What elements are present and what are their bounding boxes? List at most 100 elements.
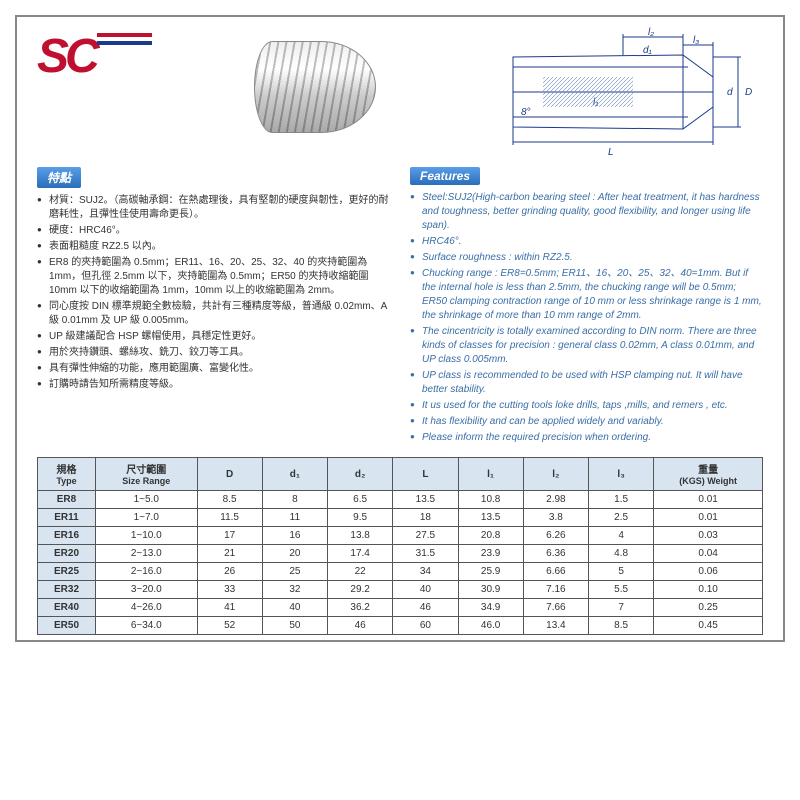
table-cell: 0.25: [654, 599, 763, 617]
table-cell: 0.01: [654, 509, 763, 527]
dim-L: L: [608, 147, 614, 157]
table-header-cell: d₂: [328, 458, 393, 491]
cn-feature-item: 訂購時請告知所需精度等級。: [37, 378, 390, 392]
table-cell: ER32: [38, 581, 96, 599]
cn-feature-item: 具有彈性伸縮的功能，應用範圍廣、富變化性。: [37, 362, 390, 376]
table-cell: 17: [197, 527, 262, 545]
table-header-cell: D: [197, 458, 262, 491]
dim-angle: 8°: [521, 107, 531, 118]
cn-feature-item: 硬度：HRC46°。: [37, 224, 390, 238]
table-cell: 8.5: [589, 617, 654, 635]
table-cell: 2~16.0: [96, 563, 198, 581]
table-cell: 18: [393, 509, 458, 527]
logo-stripe-red: [97, 33, 152, 37]
table-cell: 5.5: [589, 581, 654, 599]
table-cell: 50: [262, 617, 327, 635]
table-cell: 40: [262, 599, 327, 617]
table-cell: 8.5: [197, 491, 262, 509]
en-feature-item: Chucking range : ER8=0.5mm; ER11、16、20、2…: [410, 267, 763, 323]
table-cell: 60: [393, 617, 458, 635]
table-cell: ER8: [38, 491, 96, 509]
table-cell: 46: [393, 599, 458, 617]
table-cell: 32: [262, 581, 327, 599]
spec-table: 規格Type尺寸範圍Size RangeDd₁d₂Ll₁l₂l₃重量(KGS) …: [37, 457, 763, 635]
table-cell: 0.04: [654, 545, 763, 563]
table-cell: 16: [262, 527, 327, 545]
en-list: Steel:SUJ2(High-carbon bearing steel : A…: [410, 191, 763, 445]
cn-feature-item: 同心度按 DIN 標準規範全數檢驗，共計有三種精度等級，普通級 0.02mm、A…: [37, 300, 390, 328]
table-cell: 6.36: [523, 545, 588, 563]
table-cell: 0.03: [654, 527, 763, 545]
table-cell: 11.5: [197, 509, 262, 527]
dim-l2: l₂: [648, 27, 654, 38]
table-cell: 20: [262, 545, 327, 563]
cn-feature-item: ER8 的夾持範圍為 0.5mm；ER11、16、20、25、32、40 的夾持…: [37, 256, 390, 298]
table-cell: 7.66: [523, 599, 588, 617]
en-feature-item: It us used for the cutting tools loke dr…: [410, 399, 763, 413]
table-cell: 4: [589, 527, 654, 545]
table-cell: ER20: [38, 545, 96, 563]
dim-D: D: [745, 87, 752, 98]
table-cell: 21: [197, 545, 262, 563]
cn-feature-item: 用於夾持鑽頭、螺絲攻、銑刀、鉸刀等工具。: [37, 346, 390, 360]
table-cell: ER11: [38, 509, 96, 527]
table-header-cell: d₁: [262, 458, 327, 491]
dim-d: d: [727, 87, 733, 98]
table-row: ER404~26.0414036.24634.97.6670.25: [38, 599, 763, 617]
table-cell: 13.5: [458, 509, 523, 527]
table-cell: 22: [328, 563, 393, 581]
table-row: ER506~34.05250466046.013.48.50.45: [38, 617, 763, 635]
en-feature-item: Surface roughness : within RZ2.5.: [410, 251, 763, 265]
dimension-diagram: L l₁ l₂ l₃ D d d₁ 8°: [483, 27, 763, 157]
table-cell: 13.8: [328, 527, 393, 545]
table-cell: 26: [197, 563, 262, 581]
table-cell: 13.5: [393, 491, 458, 509]
table-cell: 2.98: [523, 491, 588, 509]
table-cell: 25: [262, 563, 327, 581]
logo: SC: [37, 27, 147, 87]
dim-l3: l₃: [693, 35, 699, 46]
table-cell: 9.5: [328, 509, 393, 527]
cn-feature-item: 材質：SUJ2。（高碳軸承鋼：在熱處理後，具有堅韌的硬度與韌性，更好的耐磨耗性，…: [37, 194, 390, 222]
table-cell: 2.5: [589, 509, 654, 527]
table-cell: 11: [262, 509, 327, 527]
en-feature-item: HRC46°.: [410, 235, 763, 249]
logo-text: SC: [37, 33, 96, 81]
en-feature-item: Please inform the required precision whe…: [410, 431, 763, 445]
table-row: ER111~7.011.5119.51813.53.82.50.01: [38, 509, 763, 527]
table-header-cell: L: [393, 458, 458, 491]
table-cell: 36.2: [328, 599, 393, 617]
table-cell: 2~13.0: [96, 545, 198, 563]
table-cell: 40: [393, 581, 458, 599]
table-cell: 25.9: [458, 563, 523, 581]
table-cell: 13.4: [523, 617, 588, 635]
table-cell: 31.5: [393, 545, 458, 563]
table-cell: 17.4: [328, 545, 393, 563]
table-cell: 46: [328, 617, 393, 635]
table-cell: 34: [393, 563, 458, 581]
table-cell: 20.8: [458, 527, 523, 545]
features-columns: 特點 材質：SUJ2。（高碳軸承鋼：在熱處理後，具有堅韌的硬度與韌性，更好的耐磨…: [37, 167, 763, 447]
table-cell: 46.0: [458, 617, 523, 635]
table-cell: 1~5.0: [96, 491, 198, 509]
cn-feature-item: UP 級建議配合 HSP 螺帽使用，具穩定性更好。: [37, 330, 390, 344]
en-feature-item: UP class is recommended to be used with …: [410, 369, 763, 397]
table-cell: 3.8: [523, 509, 588, 527]
dim-d1: d₁: [643, 45, 652, 56]
table-cell: 6~34.0: [96, 617, 198, 635]
table-cell: 1~10.0: [96, 527, 198, 545]
table-cell: 5: [589, 563, 654, 581]
table-row: ER202~13.0212017.431.523.96.364.80.04: [38, 545, 763, 563]
table-cell: 8: [262, 491, 327, 509]
table-cell: 41: [197, 599, 262, 617]
table-cell: 29.2: [328, 581, 393, 599]
en-feature-item: Steel:SUJ2(High-carbon bearing steel : A…: [410, 191, 763, 233]
table-cell: 52: [197, 617, 262, 635]
table-header-cell: 規格Type: [38, 458, 96, 491]
en-feature-item: The cincentricity is totally examined ac…: [410, 325, 763, 367]
table-cell: ER50: [38, 617, 96, 635]
table-cell: 0.45: [654, 617, 763, 635]
table-header-cell: 尺寸範圍Size Range: [96, 458, 198, 491]
table-header-cell: 重量(KGS) Weight: [654, 458, 763, 491]
table-row: ER323~20.0333229.24030.97.165.50.10: [38, 581, 763, 599]
